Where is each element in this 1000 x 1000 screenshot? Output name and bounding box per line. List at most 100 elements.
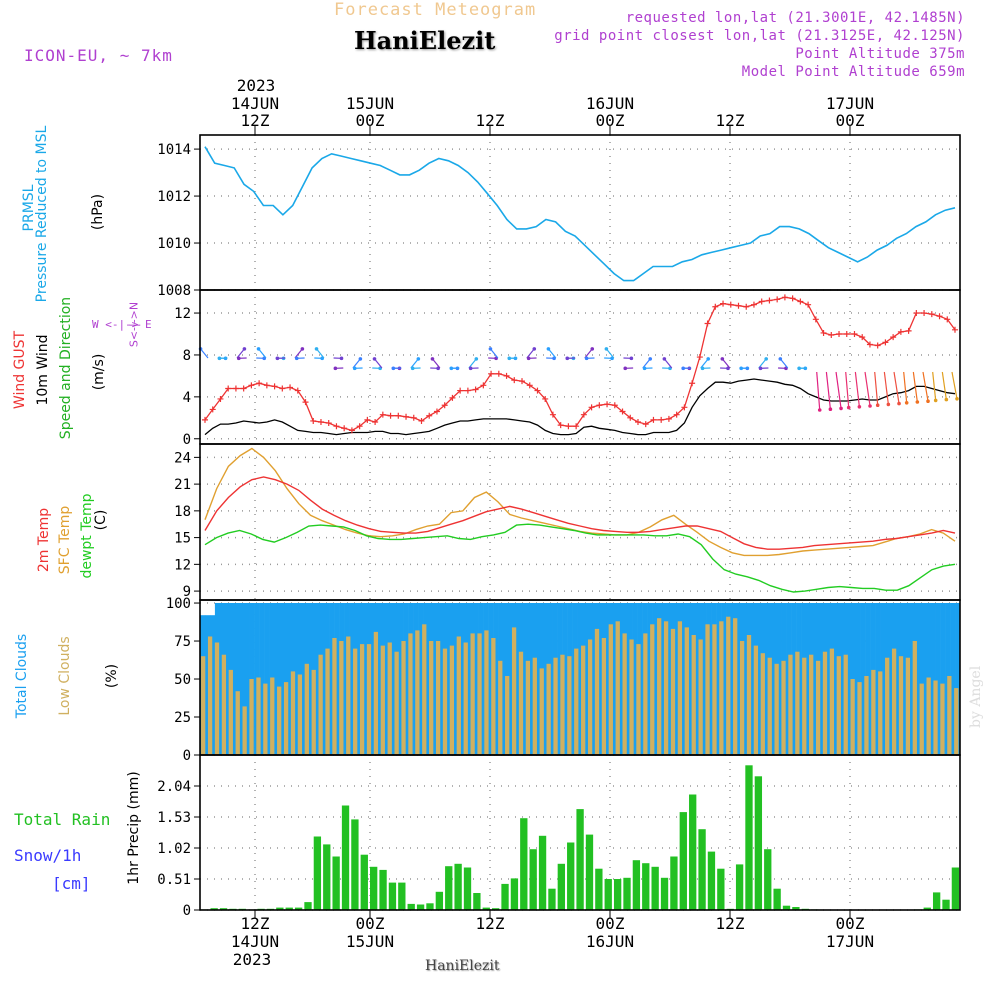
low-cloud-bar — [954, 688, 959, 755]
rain-bar — [782, 905, 791, 910]
low-cloud-bar — [850, 679, 855, 755]
wind-direction-arrow — [922, 371, 929, 402]
rain-bar — [698, 829, 706, 910]
rain-bar — [707, 851, 716, 910]
gust-marker — [248, 382, 255, 389]
low-cloud-bar — [387, 642, 392, 755]
rain-bar — [388, 882, 397, 910]
gust-marker — [696, 354, 703, 361]
low-cloud-bar — [829, 648, 835, 755]
wind-arrow-head — [955, 397, 959, 401]
gust-marker — [851, 331, 858, 337]
low-cloud-bar — [802, 657, 807, 755]
rain-bar — [482, 907, 490, 910]
rain-bar — [773, 888, 781, 910]
top-hour-label: 12Z — [240, 111, 270, 130]
total-cloud-bar — [507, 603, 514, 755]
low-cloud-bar — [809, 654, 814, 755]
total-cloud-bar — [334, 603, 340, 755]
low-cloud-bar — [435, 641, 441, 755]
gust-marker — [611, 402, 618, 409]
low-cloud-bar — [429, 641, 434, 755]
bottom-day-label: 14JUN — [230, 932, 280, 951]
wind-arrow-head — [739, 366, 743, 371]
gust-marker — [410, 414, 417, 421]
wind-arrow-head — [372, 357, 377, 361]
rain-bar — [585, 834, 594, 910]
low-cloud-bar — [891, 648, 897, 755]
gust-marker — [534, 387, 541, 394]
low-cloud-bar — [643, 633, 648, 755]
low-cloud-bar — [353, 648, 358, 755]
gust-marker — [395, 412, 402, 419]
wind-direction-arrow — [374, 358, 383, 369]
low-cloud-bar — [553, 657, 558, 755]
total-cloud-bar — [542, 603, 549, 755]
low-cloud-bar — [905, 657, 911, 755]
gust-marker — [317, 419, 324, 425]
rain-bar — [491, 908, 500, 910]
low-cloud-bar — [207, 636, 213, 755]
total-cloud-bar — [736, 603, 742, 755]
wind-direction-arrow — [854, 371, 860, 407]
low-cloud-bar — [560, 654, 565, 755]
low-cloud-bar — [277, 686, 282, 755]
bottom-day-label: 17JUN — [825, 932, 875, 951]
low-cloud-bar — [615, 621, 620, 755]
wind-direction-arrow — [835, 371, 842, 409]
low-cloud-bar — [249, 679, 254, 755]
ytick-label: 9 — [183, 584, 191, 600]
rain-bar — [942, 899, 950, 910]
low-cloud-bar — [760, 653, 765, 755]
low-cloud-bar — [242, 706, 247, 755]
low-cloud-bar — [456, 636, 461, 755]
gust-marker — [364, 416, 371, 423]
total-cloud-bar — [557, 603, 563, 755]
total-cloud-bar — [840, 603, 847, 755]
ytick-label: 1012 — [157, 189, 191, 205]
total-cloud-bar — [259, 603, 265, 755]
gust-marker — [542, 395, 549, 402]
wind-direction-arrow — [883, 371, 889, 405]
gust-marker — [549, 411, 556, 418]
low-cloud-bar — [283, 682, 289, 755]
rain-bar — [210, 908, 218, 910]
wind-direction-arrow — [903, 371, 908, 403]
gust-marker — [789, 295, 796, 302]
ytick-label: 1008 — [157, 283, 191, 299]
gust-marker — [673, 411, 680, 418]
total-cloud-bar — [438, 603, 444, 755]
total-cloud-bar — [920, 603, 926, 755]
low-cloud-bar — [857, 682, 862, 755]
total-cloud-bar — [845, 603, 852, 755]
low-cloud-bar — [650, 624, 655, 755]
top-day-label: 14JUN — [230, 94, 280, 113]
wind-arrow-head — [546, 347, 551, 351]
gust-marker — [921, 310, 928, 317]
wind-arrow-head — [875, 403, 880, 408]
wind-direction-arrow — [584, 348, 593, 359]
wind-direction-arrow — [845, 371, 850, 408]
gust-marker — [356, 423, 363, 430]
rain-bar — [463, 867, 472, 910]
low-cloud-bar — [698, 639, 703, 755]
total-cloud-bar — [955, 603, 961, 755]
panel-frame — [199, 134, 961, 291]
total-cloud-bar — [527, 603, 534, 755]
rain-bar — [923, 907, 931, 910]
total-cloud-bar — [204, 615, 211, 755]
wind-arrow-head — [333, 366, 338, 371]
model-altitude: Model Point Altitude 659m — [741, 64, 965, 80]
low-cloud-bar — [629, 639, 634, 755]
wind-arrow-head — [797, 366, 801, 371]
total-cloud-bar — [522, 603, 529, 755]
gust-marker — [232, 385, 239, 392]
low-cloud-bar — [919, 683, 924, 755]
compass-we: W <-|-> E — [92, 318, 152, 331]
wind-gust-line — [204, 296, 956, 432]
rain-bar — [360, 854, 368, 910]
low-cloud-bar — [539, 668, 544, 755]
rain-bar — [398, 882, 406, 910]
wind-arrow-head — [642, 366, 647, 371]
ytick-label: 2.04 — [157, 779, 191, 795]
